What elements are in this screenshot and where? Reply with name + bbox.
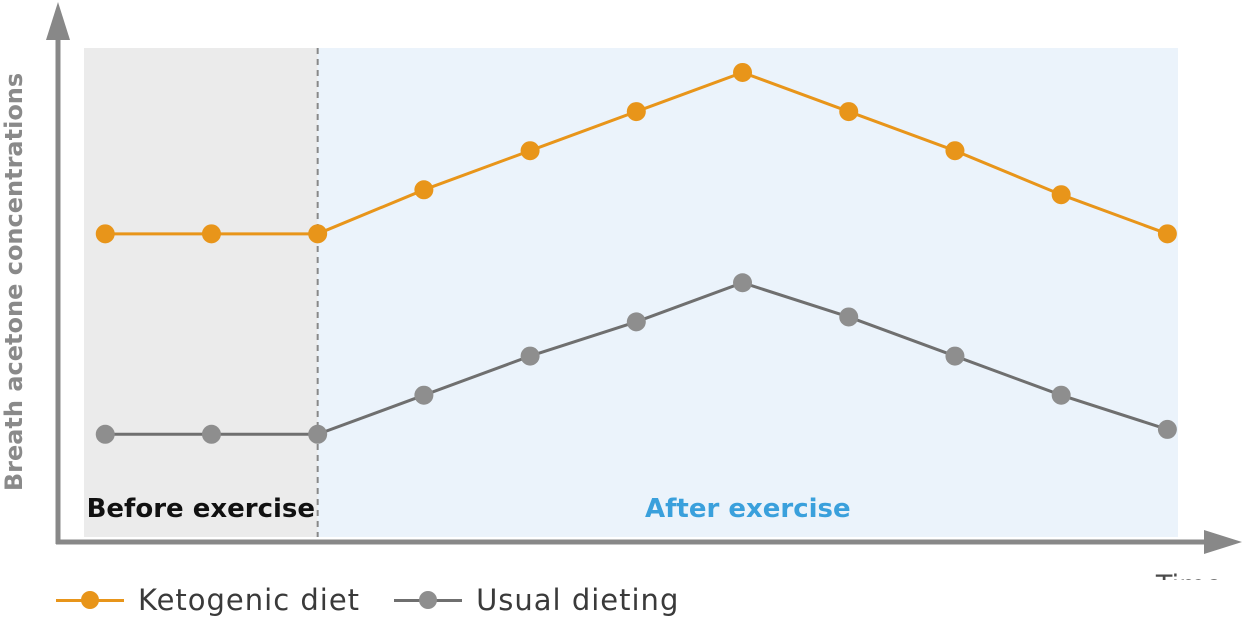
data-point [414,385,434,405]
data-point [414,180,434,200]
region-1 [317,48,1178,537]
data-point [1051,385,1071,405]
legend-label: Usual dieting [476,583,680,617]
data-point [945,346,965,366]
legend-item-ketogenic: Ketogenic diet [56,583,360,617]
data-point [201,424,221,444]
data-point [626,312,646,332]
region-0 [84,48,318,537]
data-point [626,102,646,122]
region-labels: Before exercise After exercise [87,494,851,524]
region-label: Before exercise [87,494,315,524]
data-point [95,424,115,444]
legend-label: Ketogenic diet [138,583,361,617]
legend-swatch-usual [394,588,463,612]
data-point [1157,224,1177,244]
background-regions [84,48,1178,537]
legend-swatch-ketogenic [56,588,124,612]
data-point [839,307,859,327]
legend-dot [81,591,99,609]
data-point [308,224,328,244]
data-point [95,224,115,244]
y-axis-arrowhead [46,2,70,40]
chart: Before exercise After exercise Breath ace… [0,2,1242,580]
data-point [1157,419,1177,439]
legend-item-usual: Usual dieting [394,583,679,617]
data-point [1051,185,1071,205]
data-point [839,102,859,122]
series [95,62,1177,444]
y-axis-label: Breath acetone concentrations [0,73,28,491]
axes [46,2,1242,554]
data-point [201,224,221,244]
data-point [520,141,540,161]
data-point [308,424,328,444]
legend: Ketogenic diet Usual dieting [56,580,713,620]
legend-dot [419,591,438,609]
data-point [733,273,753,293]
x-axis-label: Time [1155,570,1222,580]
data-point [520,346,540,366]
x-axis-arrowhead [1204,530,1242,554]
region-label: After exercise [645,494,851,524]
data-point [945,141,965,161]
data-point [733,62,753,82]
